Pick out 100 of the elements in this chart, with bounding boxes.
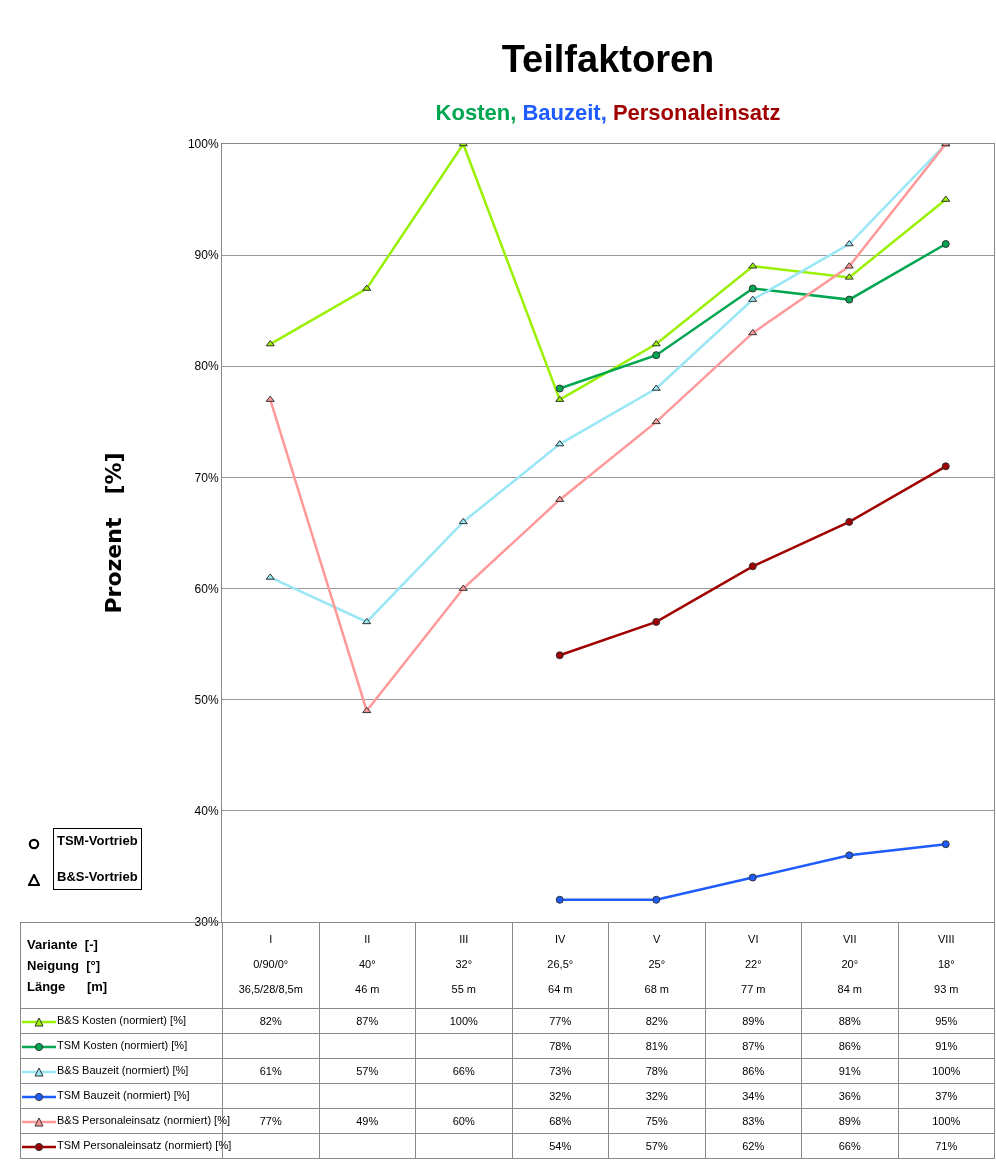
point (555, 440, 565, 447)
point (844, 240, 854, 247)
data-label: 91% (898, 1033, 995, 1059)
point (748, 873, 757, 882)
point (651, 417, 661, 425)
point (652, 351, 661, 360)
legend-label: B&S Bauzeit (normiert) [%] (20, 1058, 223, 1084)
data-label: 36% (801, 1083, 898, 1109)
data-label: 87% (319, 1008, 416, 1034)
data-label: 66% (415, 1058, 512, 1084)
legend-label: TSM Bauzeit (normiert) [%] (20, 1083, 223, 1109)
point (458, 584, 468, 591)
data-label: 82% (222, 1008, 319, 1034)
data-label: 91% (801, 1058, 898, 1084)
legend-label: TSM Kosten (normiert) [%] (20, 1033, 223, 1059)
data-label: 100% (898, 1108, 995, 1134)
point (265, 340, 275, 347)
data-label: 82% (608, 1008, 705, 1034)
text: B&S-Vortrieb (57, 869, 138, 885)
point (555, 384, 564, 393)
y-tick-label: 80% (194, 359, 219, 374)
point (941, 240, 950, 249)
point (844, 273, 854, 280)
x-tick-label: VII 20° 84 m (801, 922, 898, 1009)
point (555, 395, 565, 402)
data-label: 87% (705, 1033, 802, 1059)
data-label: 49% (319, 1108, 416, 1134)
point (555, 895, 564, 904)
data-label: 77% (512, 1008, 609, 1034)
y-tick-label: 100% (187, 137, 219, 152)
legend-label: B&S Kosten (normiert) [%] (20, 1008, 223, 1034)
y-tick-label: 50% (194, 692, 219, 707)
point (844, 262, 854, 269)
data-label: 37% (898, 1083, 995, 1109)
data-label: 95% (898, 1008, 995, 1034)
point (362, 617, 372, 625)
legend-label: TSM Personaleinsatz (normiert) [%] (56, 1138, 232, 1154)
chart-subtitle: Kosten, Bauzeit, Personaleinsatz (435, 100, 781, 125)
point (941, 462, 950, 471)
data-label: 34% (705, 1083, 802, 1109)
data-label: 32% (512, 1083, 609, 1109)
data-label: 54% (512, 1133, 609, 1159)
data-label: 62% (705, 1133, 802, 1159)
point (845, 851, 854, 860)
point (555, 495, 565, 502)
y-tick-label: 90% (194, 248, 219, 263)
data-label: 75% (608, 1108, 705, 1134)
y-tick-label: 40% (194, 804, 219, 819)
point (651, 384, 661, 391)
point (845, 517, 854, 526)
chart-title: Teilfaktoren (500, 38, 716, 81)
point (941, 840, 950, 849)
point (652, 895, 661, 904)
data-label: 78% (512, 1033, 609, 1059)
y-axis-title: Prozent [%] (100, 452, 126, 614)
point (748, 284, 757, 293)
point (652, 617, 661, 626)
data-label: 61% (222, 1058, 319, 1084)
point (748, 328, 758, 336)
x-tick-label: II 40° 46 m (319, 922, 416, 1009)
data-label: 66% (801, 1133, 898, 1159)
legend-label: B&S Personaleinsatz (normiert) [%] (56, 1113, 231, 1129)
text: TSM-Vortrieb (57, 833, 138, 849)
data-label: 78% (608, 1058, 705, 1084)
data-label: 73% (512, 1058, 609, 1084)
x-tick-label: I 0/90/0° 36,5/28/8,5m (222, 922, 319, 1009)
x-tick-label: III 32° 55 m (415, 922, 512, 1009)
y-tick-label: 70% (194, 470, 219, 485)
point (748, 295, 758, 302)
y-tick-label: 60% (194, 581, 219, 596)
point (458, 517, 468, 525)
point (845, 295, 854, 304)
data-label: 100% (415, 1008, 512, 1034)
x-tick-label: V 25° 68 m (608, 922, 705, 1009)
data-label: 88% (801, 1008, 898, 1034)
point (651, 340, 661, 347)
point (265, 395, 275, 402)
data-label: 77% (259, 1115, 282, 1127)
point (748, 562, 757, 571)
data-label: 68% (512, 1108, 609, 1134)
x-tick-label: IV 26,5° 64 m (512, 922, 609, 1009)
point (362, 706, 372, 714)
point (265, 573, 275, 580)
point (362, 284, 372, 291)
x-tick-label: VIII 18° 93 m (898, 922, 995, 1009)
data-label: 83% (705, 1108, 802, 1134)
text: Variante [-] Neigung [°] Länge [m] (27, 937, 108, 994)
data-label: 71% (898, 1133, 995, 1159)
data-label: 57% (608, 1133, 705, 1159)
data-label: 89% (705, 1008, 802, 1034)
point (555, 651, 564, 660)
data-label: 81% (608, 1033, 705, 1059)
x-tick-label: VI 22° 77 m (705, 922, 802, 1009)
data-label: 86% (801, 1033, 898, 1059)
data-label: 89% (801, 1108, 898, 1134)
data-label: 60% (415, 1108, 512, 1134)
data-label: 32% (608, 1083, 705, 1109)
data-label: 100% (898, 1058, 995, 1084)
point (748, 262, 758, 269)
data-label: 86% (705, 1058, 802, 1084)
